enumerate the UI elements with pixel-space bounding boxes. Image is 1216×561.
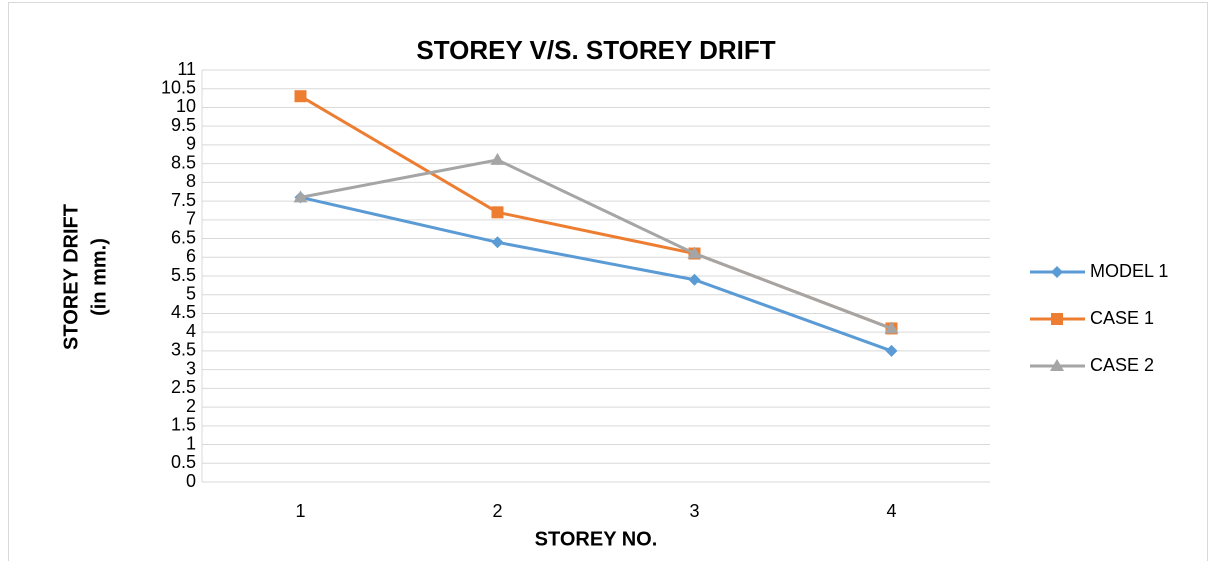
y-tick-label: 0: [186, 471, 196, 491]
y-axis-label: (in mm.): [88, 238, 110, 316]
series-line: [300, 195, 893, 353]
marker: [491, 236, 504, 249]
y-tick-label: 1.5: [171, 415, 196, 435]
marker: [294, 90, 307, 103]
chart-frame: [8, 2, 1208, 561]
y-tick-label: 2.5: [171, 377, 196, 397]
y-tick-label: 4.5: [171, 302, 196, 322]
marker: [491, 206, 504, 219]
marker: [687, 246, 702, 259]
y-tick-label: 10.5: [161, 77, 196, 97]
y-tick-label: 3: [186, 358, 196, 378]
legend-label: CASE 2: [1090, 355, 1154, 375]
marker: [490, 152, 505, 165]
y-tick-label: 5: [186, 283, 196, 303]
legend-label: CASE 1: [1090, 308, 1154, 328]
y-tick-label: 9: [186, 134, 196, 154]
chart-title: STOREY V/S. STOREY DRIFT: [416, 35, 775, 65]
y-tick-label: 11: [177, 59, 196, 79]
y-tick-label: 7.5: [171, 190, 196, 210]
y-tick-label: 1: [186, 433, 196, 453]
y-tick-label: 9.5: [171, 115, 196, 135]
y-tick-label: 8: [186, 171, 196, 191]
series-line: [300, 158, 893, 330]
x-tick-label: 4: [886, 501, 896, 521]
y-tick-label: 0.5: [171, 452, 196, 472]
x-tick-label: 2: [492, 501, 502, 521]
x-tick-label: 3: [689, 501, 699, 521]
marker: [885, 344, 898, 357]
legend-label: MODEL 1: [1090, 261, 1168, 281]
y-tick-label: 6.5: [171, 227, 196, 247]
marker: [1051, 266, 1063, 278]
x-tick-label: 1: [295, 501, 305, 521]
y-tick-label: 7: [186, 209, 196, 229]
marker: [688, 273, 701, 286]
y-tick-label: 3.5: [171, 340, 196, 360]
y-tick-label: 10: [176, 96, 196, 116]
marker: [1051, 313, 1063, 325]
y-tick-label: 8.5: [171, 152, 196, 172]
x-axis-label: STOREY NO.: [535, 528, 658, 550]
y-tick-label: 2: [186, 396, 196, 416]
marker: [293, 190, 308, 203]
y-axis-label: STOREY DRIFT: [60, 204, 82, 350]
y-tick-label: 6: [186, 246, 196, 266]
y-tick-label: 5.5: [171, 265, 196, 285]
marker: [884, 321, 899, 334]
y-tick-label: 4: [186, 321, 196, 341]
marker: [1050, 359, 1064, 371]
